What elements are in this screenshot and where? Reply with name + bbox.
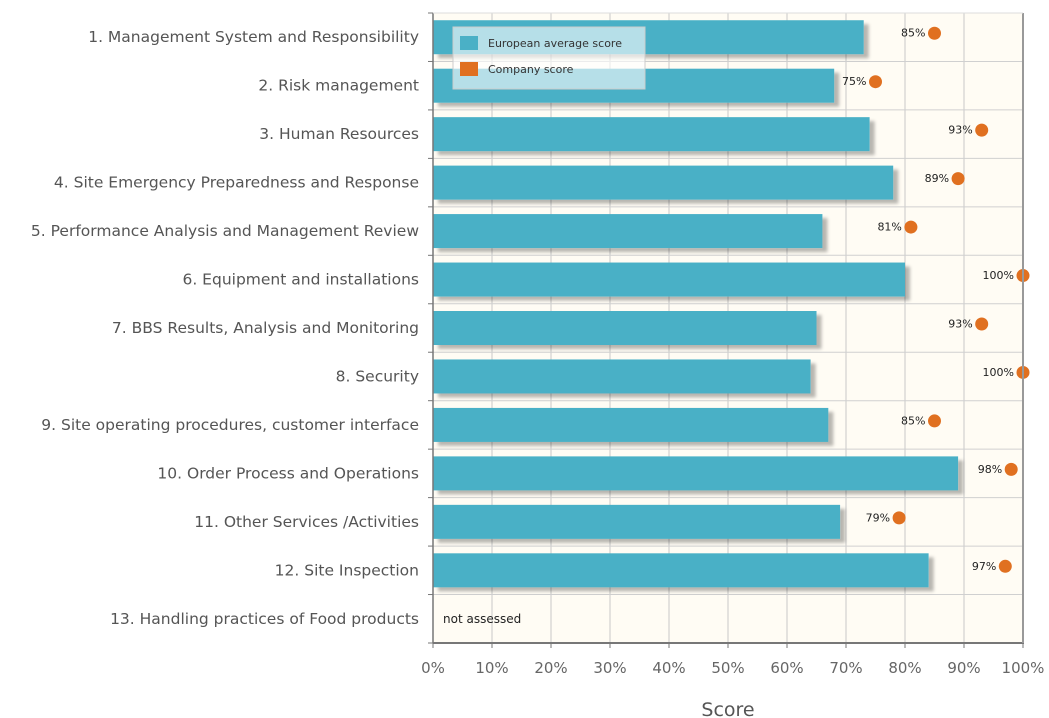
company-point (904, 220, 918, 234)
company-point-label: 81% (877, 221, 901, 234)
category-label: 13. Handling practices of Food products (110, 610, 419, 628)
x-tick-label: 0% (421, 659, 445, 677)
company-point (998, 559, 1012, 573)
x-tick-label: 20% (534, 659, 567, 677)
company-point-label: 75% (842, 75, 866, 88)
company-point-label: 85% (901, 414, 925, 427)
x-tick-label: 70% (829, 659, 862, 677)
x-axis-title: Score (701, 699, 754, 718)
company-points: 85% 75% 93% 89% 81% 100% 93% 100% 85% 98% 79% 97% (842, 26, 1030, 573)
x-tick-label: 10% (475, 659, 508, 677)
legend: European average score Company score (452, 26, 646, 90)
legend-swatch-company-score (460, 62, 478, 76)
category-label: 3. Human Resources (259, 125, 419, 143)
x-tick-label: 100% (1002, 659, 1045, 677)
category-label: 8. Security (336, 367, 419, 385)
category-labels: 1. Management System and Responsibility 2… (31, 28, 419, 628)
company-point (928, 414, 941, 428)
company-point-label: 100% (983, 269, 1014, 282)
company-point (1004, 462, 1018, 476)
company-point-label: 100% (983, 366, 1014, 379)
category-label: 6. Equipment and installations (182, 271, 419, 289)
x-tick-label: 50% (711, 659, 744, 677)
company-point (928, 26, 941, 40)
company-point (892, 511, 906, 525)
x-tick-label: 90% (947, 659, 980, 677)
company-point-label: 93% (948, 318, 972, 331)
average-bar (433, 456, 959, 491)
company-point (869, 75, 882, 89)
category-label: 2. Risk management (258, 77, 419, 95)
average-bar (433, 407, 829, 442)
x-tick-labels: 0% 10% 20% 30% 40% 50% 60% 70% 80% 90% 100% (421, 659, 1044, 677)
x-tick-label: 30% (593, 659, 626, 677)
category-label: 7. BBS Results, Analysis and Monitoring (112, 319, 419, 337)
company-point-label: 79% (866, 511, 890, 524)
category-label: 11. Other Services /Activities (194, 513, 419, 531)
category-label: 10. Order Process and Operations (157, 464, 419, 482)
company-point-label: 85% (901, 27, 925, 40)
company-point-label: 97% (972, 560, 996, 573)
legend-swatch-european-average (460, 36, 478, 50)
company-point-label: 98% (978, 463, 1002, 476)
average-bar (433, 504, 841, 539)
not-assessed-label: not assessed (443, 612, 521, 626)
company-point (975, 317, 989, 331)
average-bar (433, 553, 929, 588)
category-label: 12. Site Inspection (275, 561, 419, 579)
average-bar (433, 311, 817, 345)
company-point (975, 123, 989, 137)
category-label: 4. Site Emergency Preparedness and Respo… (54, 174, 419, 192)
average-bar (433, 117, 870, 152)
category-label: 1. Management System and Responsibility (88, 28, 419, 46)
category-label: 5. Performance Analysis and Management R… (31, 222, 419, 240)
legend-box (452, 26, 646, 90)
x-tick-label: 60% (770, 659, 803, 677)
company-point-label: 89% (925, 172, 949, 185)
category-label: 9. Site operating procedures, customer i… (41, 416, 419, 434)
average-bar (433, 359, 811, 394)
legend-label-european-average: European average score (488, 37, 622, 50)
average-bar (433, 165, 894, 200)
company-point-label: 93% (948, 124, 972, 137)
average-bar (433, 262, 905, 297)
x-tick-label: 80% (888, 659, 921, 677)
company-point (951, 172, 965, 186)
x-tick-label: 40% (652, 659, 685, 677)
axes (428, 12, 1024, 648)
legend-label-company-score: Company score (488, 63, 574, 76)
average-bar (433, 214, 823, 249)
